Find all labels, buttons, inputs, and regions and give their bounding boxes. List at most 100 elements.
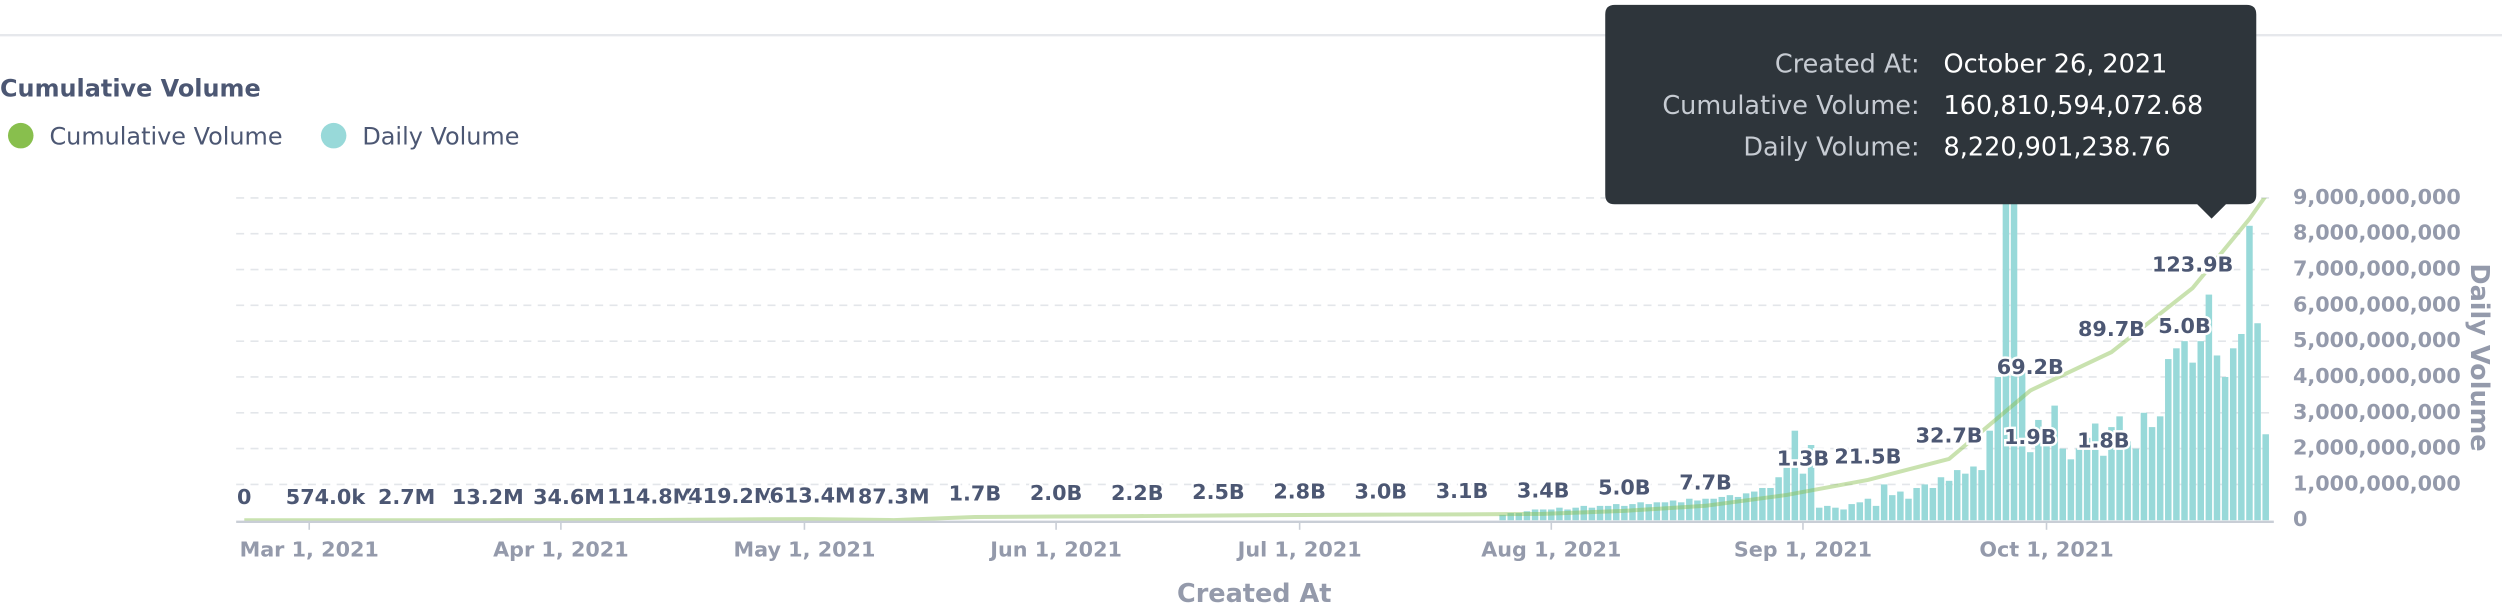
bar	[2108, 427, 2115, 521]
bar	[1580, 505, 1588, 521]
y2-tick-label: 1,000,000,000	[2293, 471, 2461, 495]
bar	[1799, 473, 1807, 521]
bar	[1604, 505, 1612, 521]
x-tick-label: Aug 1, 2021	[1481, 538, 1621, 562]
axes: 0 1,000,000,000 2,000,000,000 3,000,000,000…	[236, 185, 2461, 562]
x-tick-label: Mar 1, 2021	[240, 538, 379, 562]
bar	[2018, 369, 2026, 521]
bar	[2043, 427, 2050, 521]
legend-label: Daily Volume	[362, 122, 519, 150]
bar	[1669, 500, 1677, 521]
x-tick-label: Sep 1, 2021	[1734, 538, 1872, 562]
bar	[1531, 509, 1539, 521]
value-label: 2.5B	[1192, 480, 1245, 504]
bar	[2205, 294, 2213, 521]
value-label: 114.8M	[607, 485, 693, 509]
bar	[1994, 376, 2002, 521]
value-label: 34.6M	[533, 485, 605, 509]
tooltip-box	[1605, 4, 2257, 219]
value-label: 5.0B	[1598, 476, 1651, 500]
bar	[1897, 491, 1904, 521]
tooltip-value: 8,220,901,238.76	[1944, 132, 2171, 162]
bar	[1564, 509, 1571, 521]
bar	[2067, 459, 2075, 521]
bar	[2165, 359, 2172, 521]
bar	[1864, 498, 1872, 521]
value-label: 1.8B	[2077, 428, 2130, 452]
y2-tick-label: 4,000,000,000	[2293, 364, 2461, 388]
bar	[1596, 505, 1604, 521]
bar	[2181, 341, 2188, 521]
bar	[1759, 487, 1766, 521]
lines	[244, 197, 2267, 523]
bar	[1970, 466, 1977, 521]
value-label: 0	[237, 485, 251, 509]
tooltip-value: 160,810,594,072.68	[1944, 91, 2204, 121]
bar	[1848, 504, 1855, 521]
bar	[2059, 448, 2066, 521]
tooltip-label: Cumulative Volume:	[1662, 91, 1919, 121]
bar	[2124, 441, 2131, 521]
bar	[2262, 434, 2269, 521]
bar	[1953, 470, 1961, 521]
legend-marker	[7, 122, 34, 149]
value-label: 2.7M	[378, 485, 435, 509]
bar	[1661, 502, 1669, 521]
bar	[1677, 502, 1685, 521]
bar	[1621, 505, 1628, 521]
value-label: 5.0B	[2158, 314, 2211, 338]
value-label: 3.1B	[1436, 479, 1489, 503]
bar	[1637, 502, 1644, 521]
bar	[1653, 502, 1661, 521]
legend-label: Cumulative Volume	[49, 122, 282, 150]
y2-tick-label: 9,000,000,000	[2293, 185, 2461, 209]
value-label: 2.2B	[1111, 481, 1164, 505]
tooltip-value: October 26, 2021	[1944, 49, 2168, 79]
bar	[2197, 341, 2205, 521]
bar	[1751, 491, 1758, 521]
value-label: 123.9B	[2152, 253, 2233, 277]
card-title: Cumulative Volume	[0, 74, 261, 102]
bar	[2027, 452, 2034, 521]
bar	[1734, 496, 1742, 521]
bar	[1702, 498, 1709, 521]
value-label: 21.5B	[1834, 445, 1901, 469]
bar	[1986, 430, 1993, 521]
bar	[1978, 470, 1985, 521]
bar	[1832, 507, 1839, 521]
y2-tick-label: 3,000,000,000	[2293, 400, 2461, 424]
bar	[1686, 498, 1693, 521]
bar	[1588, 507, 1596, 521]
bar	[2116, 416, 2123, 521]
bar	[1556, 507, 1563, 521]
bar	[2100, 455, 2107, 521]
y-axis-title: Daily Volume	[2464, 263, 2494, 451]
bar	[2132, 448, 2140, 521]
x-axis-title: Created At	[1177, 579, 1331, 609]
value-label: 419.2M	[688, 484, 774, 508]
bar	[1710, 498, 1717, 521]
bar	[2246, 225, 2253, 521]
y2-tick-label: 7,000,000,000	[2293, 257, 2461, 281]
bar	[1775, 477, 1782, 521]
bar	[1815, 507, 1823, 521]
bars	[1499, 197, 2269, 521]
x-tick-label: Jun 1, 2021	[988, 538, 1122, 562]
value-label: 89.7B	[2078, 317, 2145, 341]
bar	[1515, 513, 1523, 521]
bar	[1921, 484, 1928, 521]
bar	[1629, 504, 1636, 521]
value-label: 613.4M	[769, 484, 855, 508]
bar	[1718, 496, 1726, 521]
bar	[2189, 362, 2196, 521]
bar	[1872, 505, 1880, 521]
value-label: 7.7B	[1679, 470, 1732, 494]
bar	[1791, 430, 1799, 521]
x-tick-label: Oct 1, 2021	[1979, 538, 2113, 562]
value-label: 1.3B	[1777, 446, 1830, 470]
value-label: 32.7B	[1916, 424, 1983, 448]
y2-tick-label: 5,000,000,000	[2293, 328, 2461, 352]
